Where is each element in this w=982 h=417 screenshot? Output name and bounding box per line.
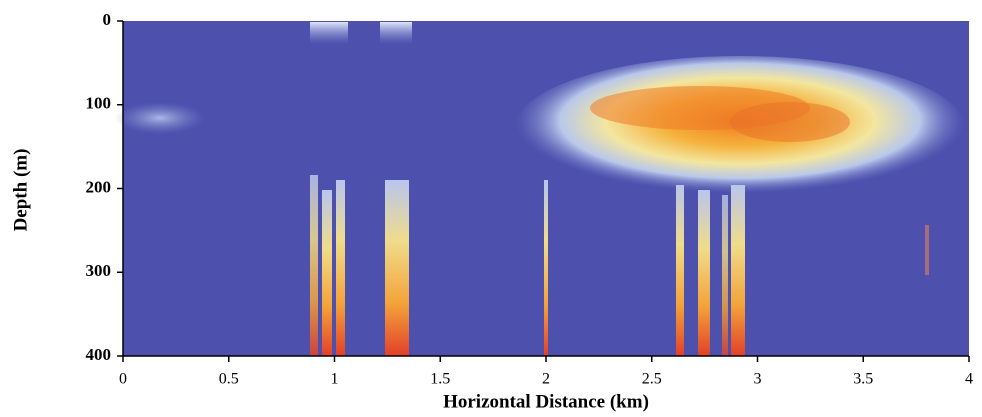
x-tick-label: 2: [542, 371, 550, 388]
x-tick-label: 4: [965, 371, 973, 388]
x-axis-label: Horizontal Distance (km): [443, 391, 649, 412]
y-tick-label: 200: [86, 177, 112, 196]
y-tick-label: 300: [86, 261, 112, 280]
x-tick-label: 0.5: [219, 371, 239, 388]
y-axis-label: Depth (m): [10, 149, 31, 232]
x-tick-label: 0: [119, 371, 127, 388]
x-tick-label: 1: [331, 371, 339, 388]
x-tick-label: 2.5: [642, 371, 662, 388]
x-tick-label: 1.5: [430, 371, 450, 388]
y-tick-label: 0: [103, 10, 112, 29]
echo-features: [115, 22, 965, 356]
y-tick-label: 100: [86, 94, 112, 113]
y-tick-label: 400: [86, 345, 112, 364]
x-tick-label: 3.5: [853, 371, 873, 388]
x-tick-label: 3: [754, 371, 762, 388]
